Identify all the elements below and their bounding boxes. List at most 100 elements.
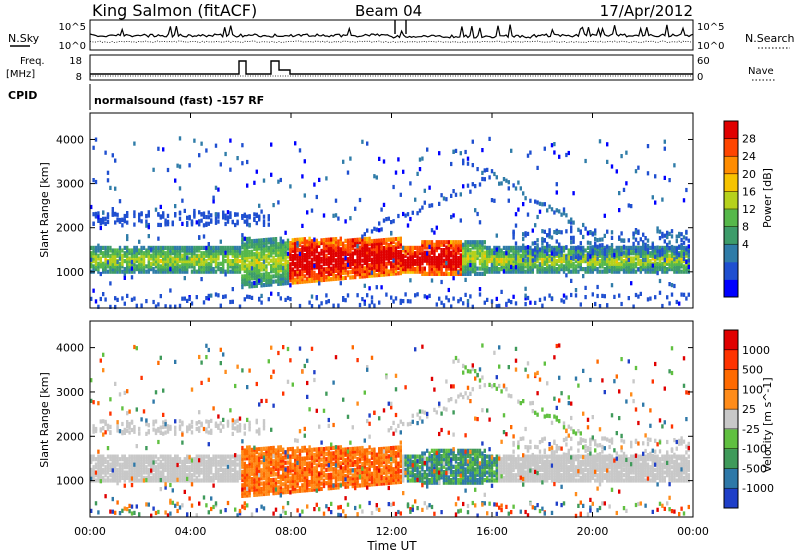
heatmap-cell (178, 467, 182, 472)
heatmap-cell (94, 137, 98, 142)
heatmap-cell (272, 403, 275, 408)
heatmap-cell (241, 459, 244, 464)
heatmap-cell (591, 259, 594, 264)
heatmap-cell (238, 467, 242, 472)
heatmap-cell (219, 248, 222, 253)
heatmap-cell (428, 244, 431, 249)
heatmap-cell (162, 267, 165, 272)
heatmap-cell (123, 462, 126, 467)
heatmap-cell (478, 242, 482, 247)
heatmap-cell (406, 212, 410, 217)
heatmap-cell (267, 454, 270, 459)
heatmap-cell (133, 478, 136, 483)
heatmap-cell (270, 486, 273, 491)
heatmap-cell (334, 274, 338, 279)
heatmap-cell (224, 462, 227, 467)
heatmap-cell (162, 256, 165, 261)
heatmap-cell (90, 467, 93, 472)
heatmap-cell (188, 475, 191, 480)
heatmap-cell (222, 210, 225, 215)
heatmap-cell (430, 242, 434, 247)
heatmap-cell (654, 261, 657, 266)
heatmap-cell (570, 229, 573, 234)
heatmap-cell (277, 445, 280, 450)
heatmap-cell (126, 213, 129, 218)
heatmap-cell (169, 256, 172, 261)
heatmap-cell (682, 292, 686, 297)
heatmap-cell (171, 264, 174, 269)
heatmap-cell (390, 253, 393, 258)
heatmap-cell (116, 473, 119, 478)
heatmap-cell (219, 251, 222, 256)
heatmap-cell (248, 215, 251, 220)
heatmap-cell (130, 483, 134, 488)
heatmap-cell (519, 256, 522, 261)
heatmap-cell (243, 493, 246, 498)
heatmap-cell (394, 244, 398, 250)
heatmap-cell (507, 248, 510, 253)
heatmap-cell (387, 248, 390, 253)
heatmap-cell (217, 414, 220, 419)
heatmap-cell (274, 477, 278, 482)
heatmap-cell (255, 283, 258, 288)
heatmap-cell (678, 261, 681, 266)
heatmap-cell (176, 473, 179, 478)
heatmap-cell (116, 459, 119, 464)
heatmap-cell (123, 465, 126, 470)
heatmap-cell (90, 470, 93, 475)
heatmap-cell (140, 219, 143, 224)
heatmap-cell (289, 297, 292, 302)
heatmap-cell (200, 245, 203, 250)
heatmap-cell (234, 248, 237, 253)
heatmap-cell (373, 249, 376, 254)
heatmap-cell (181, 296, 184, 301)
heatmap-cell (538, 267, 542, 272)
heatmap-cell (118, 217, 122, 223)
heatmap-cell (363, 283, 366, 288)
heatmap-cell (140, 259, 143, 264)
heatmap-cell (327, 274, 330, 279)
heatmap-cell (241, 263, 244, 268)
heatmap-cell (188, 467, 191, 472)
heatmap-cell (265, 446, 268, 451)
heatmap-cell (625, 269, 628, 274)
heatmap-cell (656, 271, 659, 276)
heatmap-cell (138, 457, 141, 462)
heatmap-cell (102, 264, 105, 269)
heatmap-cell (670, 283, 674, 288)
heatmap-cell (322, 259, 326, 264)
heatmap-cell (562, 293, 566, 298)
heatmap-cell (282, 466, 285, 471)
heatmap-cell (452, 240, 455, 245)
heatmap-cell (654, 254, 657, 259)
heatmap-cell (490, 248, 494, 253)
heatmap-cell (99, 245, 102, 250)
heatmap-cell (303, 237, 306, 242)
heatmap-cell (94, 253, 98, 258)
heatmap-cell (310, 278, 314, 283)
heatmap-cell (214, 423, 218, 428)
heatmap-cell (286, 447, 290, 452)
heatmap-cell (634, 251, 638, 256)
heatmap-cell (214, 245, 218, 250)
heatmap-cell (442, 242, 446, 247)
heatmap-cell (306, 255, 309, 260)
heatmap-cell (272, 464, 275, 469)
heatmap-cell (675, 259, 678, 264)
heatmap-cell (234, 465, 237, 470)
heatmap-cell (296, 245, 299, 250)
heatmap-cell (277, 247, 280, 252)
heatmap-cell (102, 475, 105, 480)
heatmap-cell (298, 237, 302, 242)
heatmap-cell (236, 470, 239, 475)
heatmap-cell (258, 465, 261, 470)
heatmap-cell (104, 267, 107, 272)
heatmap-cell (294, 489, 297, 494)
heatmap-cell (246, 247, 249, 252)
heatmap-cell (198, 222, 201, 227)
heatmap-cell (382, 246, 386, 251)
heatmap-cell (354, 267, 357, 272)
heatmap-cell (368, 252, 371, 257)
heatmap-cell (296, 449, 299, 454)
heatmap-cell (356, 248, 359, 253)
